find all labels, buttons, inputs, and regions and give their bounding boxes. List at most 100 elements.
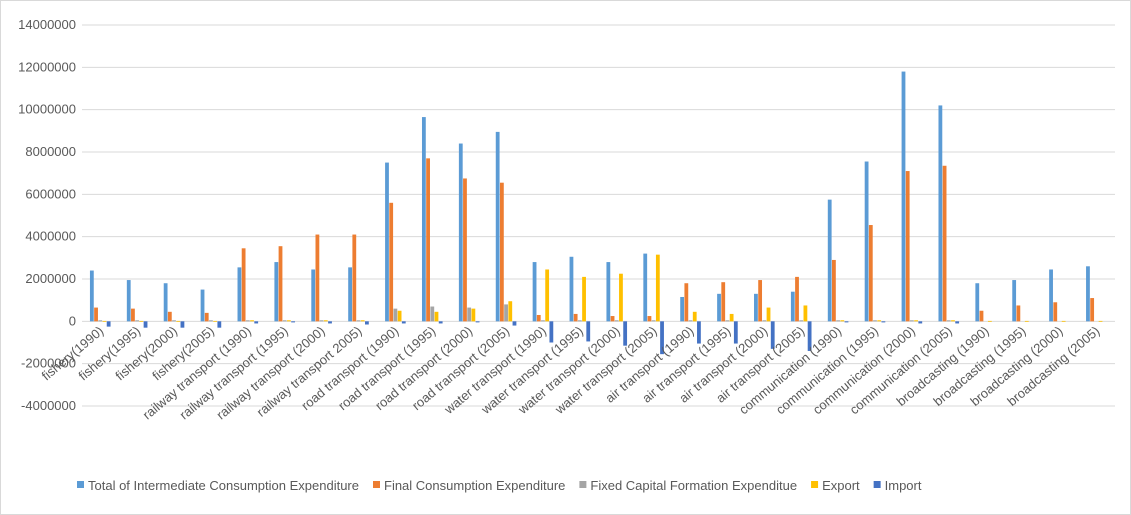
legend-swatch — [77, 481, 84, 488]
bar — [766, 307, 771, 322]
bar — [868, 225, 873, 322]
bar — [758, 280, 763, 322]
bar — [254, 321, 259, 324]
bar — [549, 321, 554, 343]
bar — [139, 320, 144, 322]
bar — [987, 320, 992, 322]
bar — [582, 276, 586, 322]
bar — [532, 262, 537, 322]
bar — [721, 282, 726, 322]
bar — [131, 308, 135, 322]
bar — [803, 305, 808, 322]
bar — [909, 320, 914, 322]
bar — [291, 321, 296, 323]
bar — [241, 248, 246, 322]
bar — [975, 283, 980, 322]
bar — [389, 202, 394, 322]
bar — [733, 321, 738, 344]
legend-label: Total of Intermediate Consumption Expend… — [88, 478, 359, 493]
y-tick-label: 14000000 — [18, 17, 76, 32]
y-tick-label: 12000000 — [18, 59, 76, 74]
legend-swatch — [373, 481, 380, 488]
y-axis-labels: -4000000 -2000000 0 2000000 4000000 6000000 80… — [18, 17, 76, 413]
bar — [1098, 320, 1103, 322]
bar — [844, 321, 849, 323]
bar — [508, 301, 513, 322]
bar — [1090, 298, 1095, 322]
legend-label: Export — [822, 478, 860, 493]
bar — [754, 293, 758, 322]
bar — [311, 269, 316, 322]
bar — [495, 131, 500, 322]
bar — [499, 182, 504, 322]
bar — [217, 321, 222, 328]
bar — [180, 321, 185, 328]
bar — [401, 321, 406, 324]
bar — [356, 320, 361, 322]
bar — [807, 321, 812, 351]
bar — [864, 161, 869, 322]
bar — [1086, 266, 1090, 322]
bar — [832, 259, 836, 322]
bar — [1016, 305, 1021, 322]
bar — [204, 312, 209, 322]
bar — [1012, 280, 1017, 322]
bar — [573, 313, 578, 322]
bar — [421, 117, 426, 322]
bar — [914, 320, 918, 322]
bar — [471, 308, 476, 322]
bar — [200, 289, 205, 322]
bar — [209, 320, 213, 322]
bar — [1061, 320, 1066, 322]
bar — [397, 310, 402, 322]
legend: Total of Intermediate Consumption Expend… — [77, 478, 922, 493]
bar — [647, 316, 652, 322]
bar — [979, 310, 984, 322]
bar — [643, 253, 648, 322]
bar — [475, 321, 480, 323]
bar — [512, 321, 517, 326]
bar — [541, 320, 545, 322]
y-tick-label: 2000000 — [25, 271, 76, 286]
bar — [729, 313, 734, 322]
bar — [955, 321, 960, 324]
bar — [385, 162, 389, 322]
bar — [614, 320, 619, 322]
bar — [237, 267, 242, 322]
bar — [94, 307, 98, 322]
bar-layer — [89, 71, 1103, 355]
bar — [98, 320, 103, 322]
y-tick-label: -4000000 — [21, 398, 76, 413]
legend-swatch — [579, 481, 587, 488]
y-tick-label: 8000000 — [25, 144, 76, 159]
bar — [881, 321, 886, 323]
bar — [458, 143, 463, 322]
bar — [250, 320, 254, 322]
bar — [918, 321, 923, 324]
bar — [434, 311, 439, 322]
bar — [1024, 320, 1029, 322]
bar — [901, 71, 906, 322]
bar — [438, 321, 443, 324]
bar — [426, 158, 430, 322]
bar — [274, 262, 279, 322]
bar — [717, 293, 721, 322]
bar — [660, 321, 664, 355]
bar — [799, 320, 804, 322]
y-tick-label: 0 — [69, 313, 76, 328]
bar — [1053, 302, 1058, 322]
bar — [504, 304, 508, 322]
bar — [770, 321, 775, 349]
bar — [840, 320, 845, 322]
y-tick-label: -2000000 — [21, 356, 76, 371]
bar — [655, 254, 660, 322]
bar — [315, 234, 320, 322]
bar — [176, 320, 181, 322]
bar — [278, 246, 283, 322]
bar — [762, 320, 767, 322]
bar — [684, 283, 689, 322]
legend-label: Final Consumption Expenditure — [384, 478, 565, 493]
bar — [172, 320, 176, 322]
